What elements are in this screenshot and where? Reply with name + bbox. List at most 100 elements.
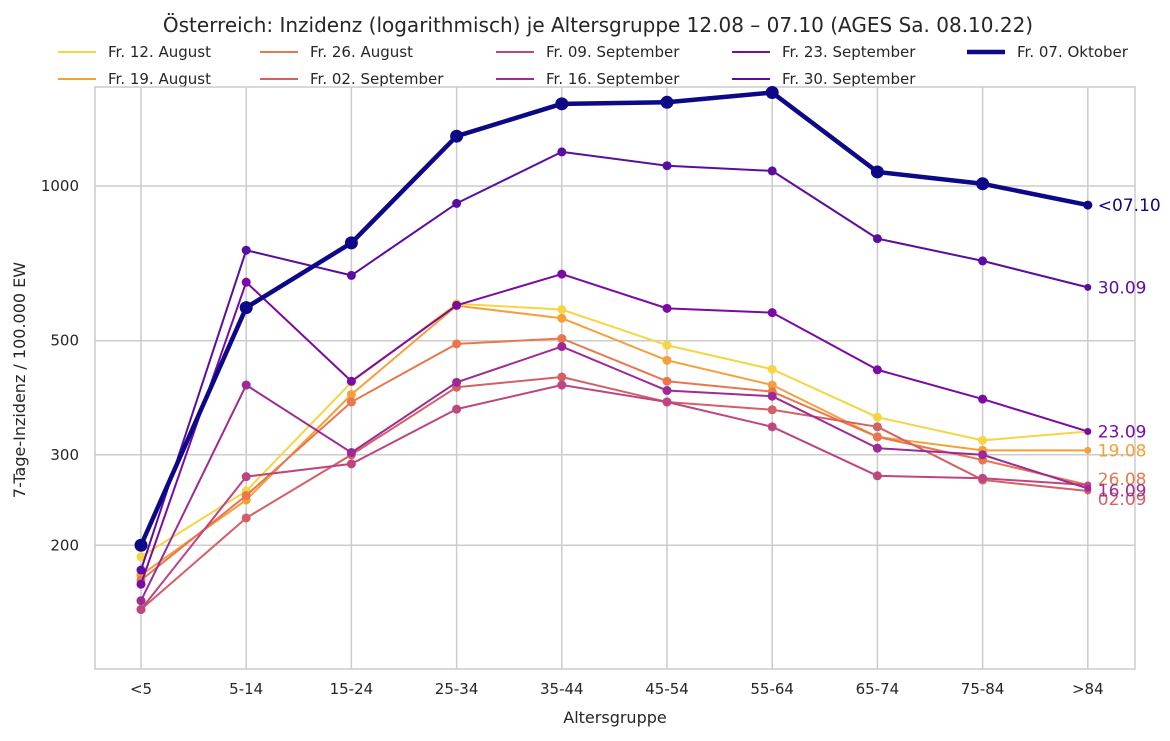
data-point	[346, 389, 356, 399]
data-point	[767, 380, 777, 390]
chart-title: Österreich: Inzidenz (logarithmisch) je …	[163, 13, 1033, 37]
data-point	[662, 386, 672, 396]
data-point	[557, 380, 567, 390]
data-point	[870, 165, 884, 179]
series-end-label: 30.09	[1098, 278, 1147, 298]
legend-entry: Fr. 26. August	[260, 43, 413, 61]
data-point	[872, 432, 882, 442]
data-point	[1084, 484, 1092, 492]
data-point	[136, 579, 146, 589]
x-tick-label: 65-74	[856, 680, 900, 698]
data-point	[976, 177, 990, 191]
series-line	[138, 90, 1089, 547]
series-lines	[134, 86, 1093, 614]
data-point	[662, 161, 672, 171]
data-point	[767, 405, 777, 415]
y-tick-label: 1000	[41, 177, 79, 195]
legend-entry: Fr. 16. September	[496, 70, 680, 88]
data-point	[662, 303, 672, 313]
data-point	[241, 472, 251, 482]
data-point	[346, 270, 356, 280]
data-point	[346, 397, 356, 407]
legend-label: Fr. 12. August	[108, 43, 211, 61]
data-point	[557, 269, 567, 279]
x-tick-label: 75-84	[961, 680, 1005, 698]
data-point	[557, 305, 567, 315]
series-8	[136, 147, 1092, 575]
series-line	[140, 302, 1088, 558]
data-point	[978, 394, 988, 404]
data-point	[978, 450, 988, 460]
legend-label: Fr. 26. August	[310, 43, 413, 61]
data-point	[555, 97, 569, 111]
x-tick-label: 25-34	[435, 680, 479, 698]
data-point	[1084, 427, 1092, 435]
legend-label: Fr. 07. Oktober	[1017, 43, 1129, 61]
series-7	[136, 269, 1092, 589]
series-line	[140, 376, 1088, 611]
x-tick-label: 15-24	[330, 680, 374, 698]
axis-ticks: <5 5-14 15-24 25-34 35-44 45-54 55-64 65-74 75-8…	[41, 177, 1104, 698]
data-point	[767, 166, 777, 176]
legend-entry: Fr. 12. August	[58, 43, 211, 61]
data-point	[557, 334, 567, 344]
series-line	[140, 345, 1089, 602]
series-end-label: 26.08	[1098, 470, 1147, 490]
y-axis-label: 7-Tage-Inzidenz / 100.000 EW	[10, 262, 29, 498]
data-point	[344, 236, 358, 250]
data-point	[452, 300, 462, 310]
y-tick-label: 200	[50, 536, 79, 554]
data-point	[136, 596, 146, 606]
data-point	[872, 234, 882, 244]
data-point	[241, 277, 251, 287]
legend-entry: Fr. 07. Oktober	[967, 43, 1129, 61]
data-point	[660, 95, 674, 109]
data-point	[1084, 446, 1092, 454]
data-point	[767, 391, 777, 401]
data-point	[662, 355, 672, 365]
data-point	[452, 198, 462, 208]
plot-area	[94, 86, 1136, 670]
data-point	[557, 147, 567, 157]
data-point	[136, 565, 146, 575]
data-point	[557, 372, 567, 382]
data-point	[346, 376, 356, 386]
series-line	[140, 273, 1089, 585]
data-point	[450, 129, 464, 143]
series-end-label: 16.09	[1098, 481, 1147, 501]
data-point	[767, 364, 777, 374]
x-axis-label: Altersgruppe	[563, 708, 666, 727]
data-point	[767, 422, 777, 432]
data-point	[662, 397, 672, 407]
data-point	[1084, 283, 1092, 291]
data-point	[134, 538, 148, 552]
data-point	[346, 459, 356, 469]
data-point	[241, 490, 251, 500]
x-tick-label: <5	[130, 680, 152, 698]
data-point	[872, 365, 882, 375]
data-point	[662, 376, 672, 386]
series-9	[134, 86, 1093, 552]
legend-entry: Fr. 23. September	[732, 43, 916, 61]
data-point	[978, 256, 988, 266]
legend-label: Fr. 02. September	[310, 70, 444, 88]
series-end-label: <07.10	[1098, 196, 1161, 216]
x-tick-label: 55-64	[750, 680, 794, 698]
x-tick-label: 45-54	[645, 680, 689, 698]
data-point	[872, 412, 882, 422]
data-point	[452, 377, 462, 387]
data-point	[452, 404, 462, 414]
series-end-label: 02.09	[1098, 490, 1147, 510]
legend-entry: Fr. 30. September	[732, 70, 916, 88]
data-point	[978, 435, 988, 445]
data-point	[872, 443, 882, 453]
series-line	[140, 304, 1088, 576]
series-end-label: 19.08	[1098, 441, 1147, 461]
legend-label: Fr. 23. September	[782, 43, 916, 61]
data-point	[978, 473, 988, 483]
data-point	[241, 513, 251, 523]
legend-label: Fr. 19. August	[108, 70, 211, 88]
x-tick-label: 35-44	[540, 680, 584, 698]
series-line	[140, 384, 1088, 611]
legend-label: Fr. 30. September	[782, 70, 916, 88]
